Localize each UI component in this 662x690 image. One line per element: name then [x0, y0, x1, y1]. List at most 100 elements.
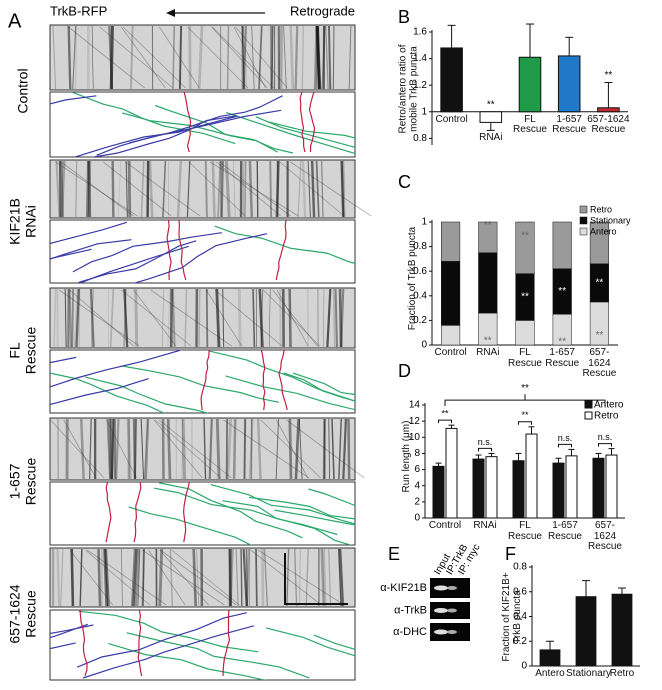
- row-label: Rescue: [23, 590, 39, 638]
- x-tick-label: 657-1624 Rescue: [582, 347, 617, 379]
- kymo-diag: [260, 419, 321, 479]
- x-tick-label: 1-657 Rescue: [545, 347, 580, 369]
- row-label: FL: [7, 342, 23, 359]
- blot-band: [447, 630, 457, 634]
- kymo-streak: [226, 25, 230, 90]
- kymo-streak: [248, 418, 254, 480]
- kymo-streak: [320, 548, 325, 607]
- track: [214, 225, 355, 265]
- track: [128, 506, 253, 545]
- kymo-streak: [243, 418, 247, 480]
- kymo-streak: [186, 160, 191, 218]
- kymo-diag: [125, 161, 201, 217]
- kymo-diag: [60, 161, 134, 217]
- kymo-streak: [339, 548, 345, 607]
- kymo-streak: [123, 288, 127, 348]
- kymo-diag: [58, 289, 140, 347]
- kymo-diag: [103, 161, 172, 217]
- kymograph: [49, 159, 356, 219]
- x-tick-label: RNAi: [476, 347, 500, 358]
- kymo-streak: [278, 25, 282, 90]
- track: [182, 482, 190, 543]
- significance: **: [521, 230, 529, 241]
- x-tick-label: Control: [434, 347, 467, 358]
- kymo-diag: [286, 419, 365, 479]
- kymo-diag: [141, 549, 225, 606]
- track: [76, 612, 247, 668]
- kymo-streak: [60, 160, 66, 218]
- row-label: 657-1624: [7, 584, 23, 643]
- kymo-streak: [222, 288, 225, 348]
- kymo-streak: [241, 160, 245, 218]
- kymo-streak: [338, 548, 342, 607]
- kymo-streak: [134, 418, 137, 480]
- kymo-streak: [141, 548, 144, 607]
- kymo-streak: [68, 288, 73, 348]
- kymo-streak: [172, 288, 176, 348]
- significance: n.s.: [478, 437, 493, 447]
- kymo-streak: [242, 25, 248, 90]
- kymo-streak: [321, 160, 324, 218]
- blot-band: [447, 586, 457, 590]
- kymo-streak: [208, 418, 213, 480]
- track: [126, 632, 310, 679]
- kymo-diag: [223, 419, 310, 479]
- kymo-streak: [315, 25, 321, 90]
- kymo-streak: [172, 25, 176, 90]
- kymo-streak: [340, 160, 345, 218]
- bar: [552, 462, 565, 519]
- kymo-streak: [310, 160, 316, 218]
- track: [265, 627, 355, 657]
- legend-swatch: [584, 400, 593, 409]
- track: [50, 378, 149, 406]
- kymo-diag: [86, 549, 167, 606]
- kymo-diag: [55, 161, 138, 217]
- significance: n.s.: [558, 433, 573, 443]
- kymo-streak: [301, 160, 307, 218]
- x-tick-label: RNAi: [473, 520, 497, 531]
- kymo-streak: [235, 548, 239, 607]
- kymo-streak: [315, 160, 320, 218]
- kymo-streak: [53, 288, 57, 348]
- kymo-streak: [91, 25, 94, 90]
- kymo-streak: [301, 25, 304, 90]
- tracing: [49, 349, 356, 414]
- kymo-streak: [232, 418, 237, 480]
- blot-row-label: α-TrkB: [394, 604, 427, 616]
- y-tick-label: 6: [414, 464, 420, 475]
- kymo-streak: [123, 288, 129, 348]
- kymo-streak: [130, 25, 134, 90]
- kymo-streak: [328, 548, 332, 607]
- significance: **: [558, 336, 566, 347]
- kymo-streak: [305, 548, 309, 607]
- track: [76, 240, 197, 283]
- kymo-diag: [211, 26, 268, 89]
- track: [153, 487, 338, 536]
- kymo-streak: [242, 548, 248, 607]
- y-axis-title: Fraction of KIF21B+ TrkB puncta: [501, 571, 523, 662]
- kymo-streak: [237, 288, 242, 348]
- tracing-lines: [50, 92, 355, 157]
- kymo-streak: [203, 418, 207, 480]
- bar: [512, 460, 525, 519]
- pair-bracket: [438, 419, 452, 424]
- kymo-diag: [133, 289, 177, 347]
- kymo-streak: [192, 548, 197, 607]
- row-label: Rescue: [23, 458, 39, 506]
- kymo-streak: [348, 25, 352, 90]
- kymo-streak: [134, 548, 140, 607]
- bar-segment: [441, 325, 461, 346]
- track: [278, 350, 288, 411]
- kymo-streak: [245, 548, 250, 607]
- bar: [575, 596, 597, 667]
- kymo-streak: [56, 548, 61, 607]
- kymo-streak: [332, 25, 335, 90]
- kymo-streak: [79, 548, 83, 607]
- kymo-streak: [52, 25, 57, 90]
- kymo-streak: [197, 25, 204, 90]
- kymo-diag: [214, 289, 283, 347]
- kymo-streak: [64, 288, 67, 348]
- significance: **: [487, 99, 495, 110]
- kymo-streak: [217, 160, 222, 218]
